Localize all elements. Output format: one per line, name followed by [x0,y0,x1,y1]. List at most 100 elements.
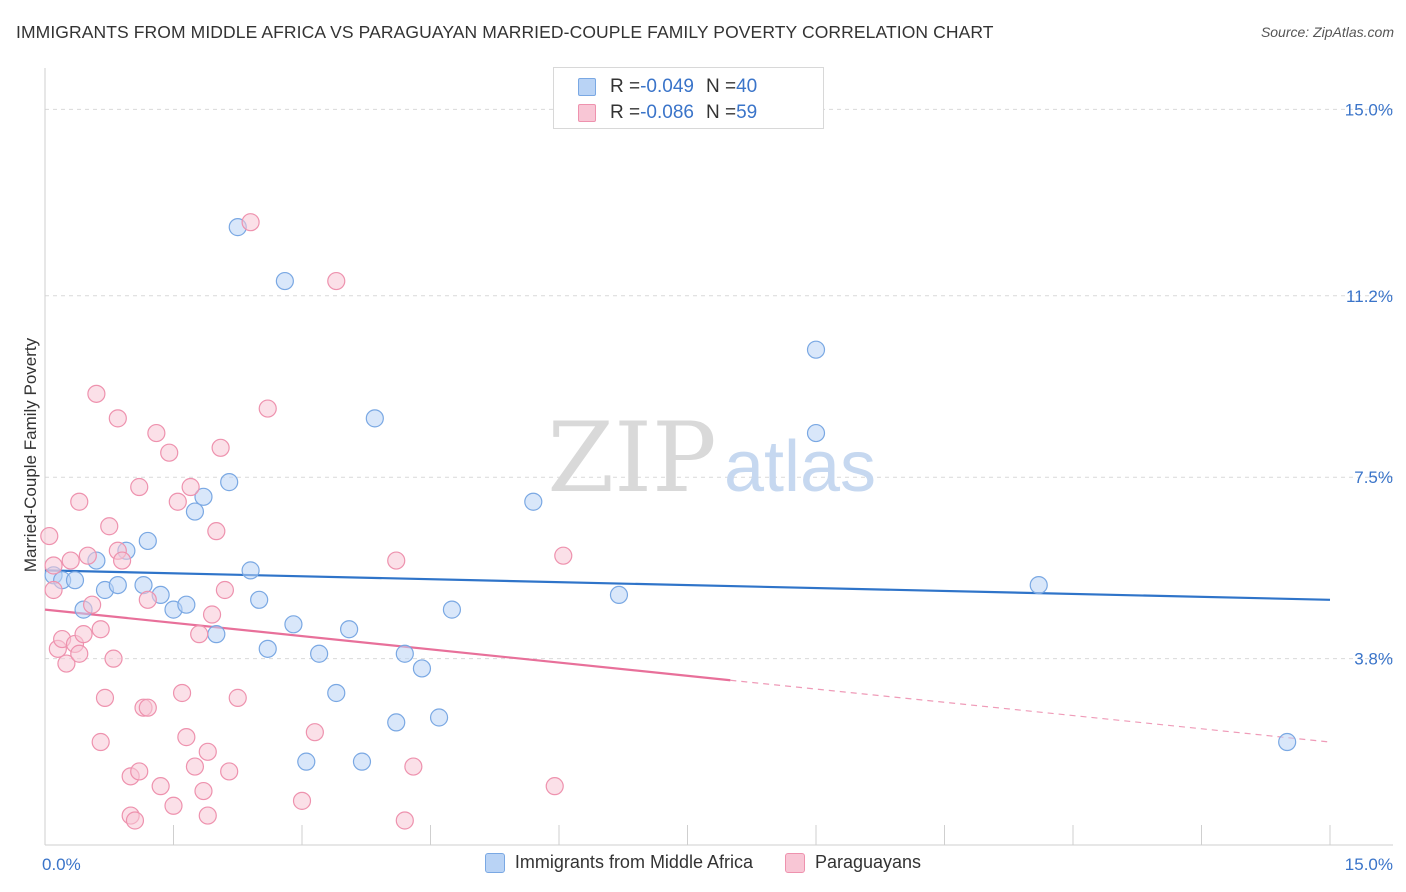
blue-data-point [241,561,260,580]
pink-swatch [784,852,805,873]
source-credit: Source: ZipAtlas.com [1260,24,1394,40]
stats-row-blue: R = -0.049 N = 40 [578,76,757,98]
data-points [40,213,1297,830]
pink-data-point [258,399,277,418]
pink-data-point [91,732,110,752]
pink-data-point [202,605,222,624]
pink-data-point [57,654,76,673]
legend-label: Immigrants from Middle Africa [514,852,753,872]
tick-labels: 15.0% 11.2% 7.5% 3.8% 0.0% 15.0% [42,100,1393,874]
n-value: 40 [736,76,758,97]
pink-data-point [160,443,179,462]
pink-data-point [194,781,213,801]
legend-item-middle-africa[interactable]: Immigrants from Middle Africa [484,852,753,873]
n-value: 59 [736,102,758,123]
n-label: N = [705,102,737,123]
pink-data-point [164,796,183,815]
pink-data-point [395,811,414,830]
pink-data-point [83,595,102,614]
legend-label: Paraguayans [814,852,922,872]
pink-data-point [215,580,234,600]
y-tick-label: 15.0% [1345,100,1393,119]
blue-data-point [806,423,826,443]
blue-data-point [194,487,213,506]
pink-data-point [61,551,80,570]
blue-data-point [250,590,269,609]
blue-data-point [395,644,414,663]
blue-data-point [1029,575,1048,595]
r-value: -0.049 [640,76,694,97]
blue-data-point [185,502,205,521]
pink-data-point [130,477,149,497]
x-tick-label: 0.0% [42,855,81,874]
pink-trend-line [44,608,731,682]
pink-data-point [138,590,157,609]
blue-data-point [65,571,85,590]
pink-data-point [138,698,157,717]
pink-swatch [578,104,596,122]
legend-item-paraguayans[interactable]: Paraguayans [784,852,922,873]
pink-data-point [404,757,423,776]
axes [44,68,1393,846]
y-tick-label: 3.8% [1354,650,1393,669]
watermark-atlas: atlas [724,427,876,507]
pink-data-point [198,742,217,761]
pink-data-point [185,757,205,776]
pink-data-point [91,620,110,639]
pink-data-point [151,777,170,796]
pink-data-point [95,688,115,707]
pink-data-point [87,384,106,403]
pink-data-point [78,546,97,565]
blue-data-point [609,585,629,605]
blue-data-point [108,575,127,595]
y-tick-label: 7.5% [1354,468,1393,487]
stats-row-pink: R = -0.086 N = 59 [578,102,757,124]
y-tick-label: 11.2% [1346,287,1393,306]
watermark-zip: ZIP [547,402,716,514]
n-label: N = [705,76,737,97]
blue-data-point [340,620,359,639]
chart-title: IMMIGRANTS FROM MIDDLE AFRICA VS PARAGUA… [16,22,994,42]
pink-data-point [387,551,406,570]
pink-data-point [305,723,324,742]
blue-data-point [524,492,543,511]
blue-data-point [284,615,303,634]
pink-data-point [44,580,63,600]
pink-data-point [74,625,93,644]
blue-swatch [484,852,505,873]
pink-data-point [108,409,127,428]
blue-data-point [806,340,826,359]
blue-swatch [578,78,596,96]
pink-data-point [147,423,166,443]
pink-data-point [220,762,239,781]
blue-data-point [412,659,432,678]
blue-data-point [387,713,406,732]
blue-data-point [220,473,239,492]
r-value: -0.086 [640,102,694,123]
blue-data-point [1278,732,1297,752]
pink-data-point [100,517,119,536]
trend-lines [44,569,1331,743]
blue-data-point [275,271,294,291]
pink-data-point [130,762,149,781]
gridlines [45,108,1393,660]
pink-data-point [168,492,187,511]
pink-data-point [70,492,89,511]
r-label: R = [610,102,641,123]
pink-data-point [327,271,346,291]
pink-data-point [70,644,89,663]
pink-data-point [207,522,226,541]
pink-data-point [198,806,217,825]
pink-trend-line-extension [730,679,1331,743]
stats-legend: R = -0.049 N = 40 R = -0.086 N = 59 [553,67,824,129]
pink-data-point [125,811,145,830]
blue-data-point [258,639,277,658]
pink-data-point [177,728,196,747]
blue-data-point [327,683,346,703]
blue-data-point [207,625,226,644]
pink-data-point [44,556,63,575]
pink-data-point [104,649,123,668]
pink-data-point [190,625,209,644]
r-label: R = [610,76,641,97]
